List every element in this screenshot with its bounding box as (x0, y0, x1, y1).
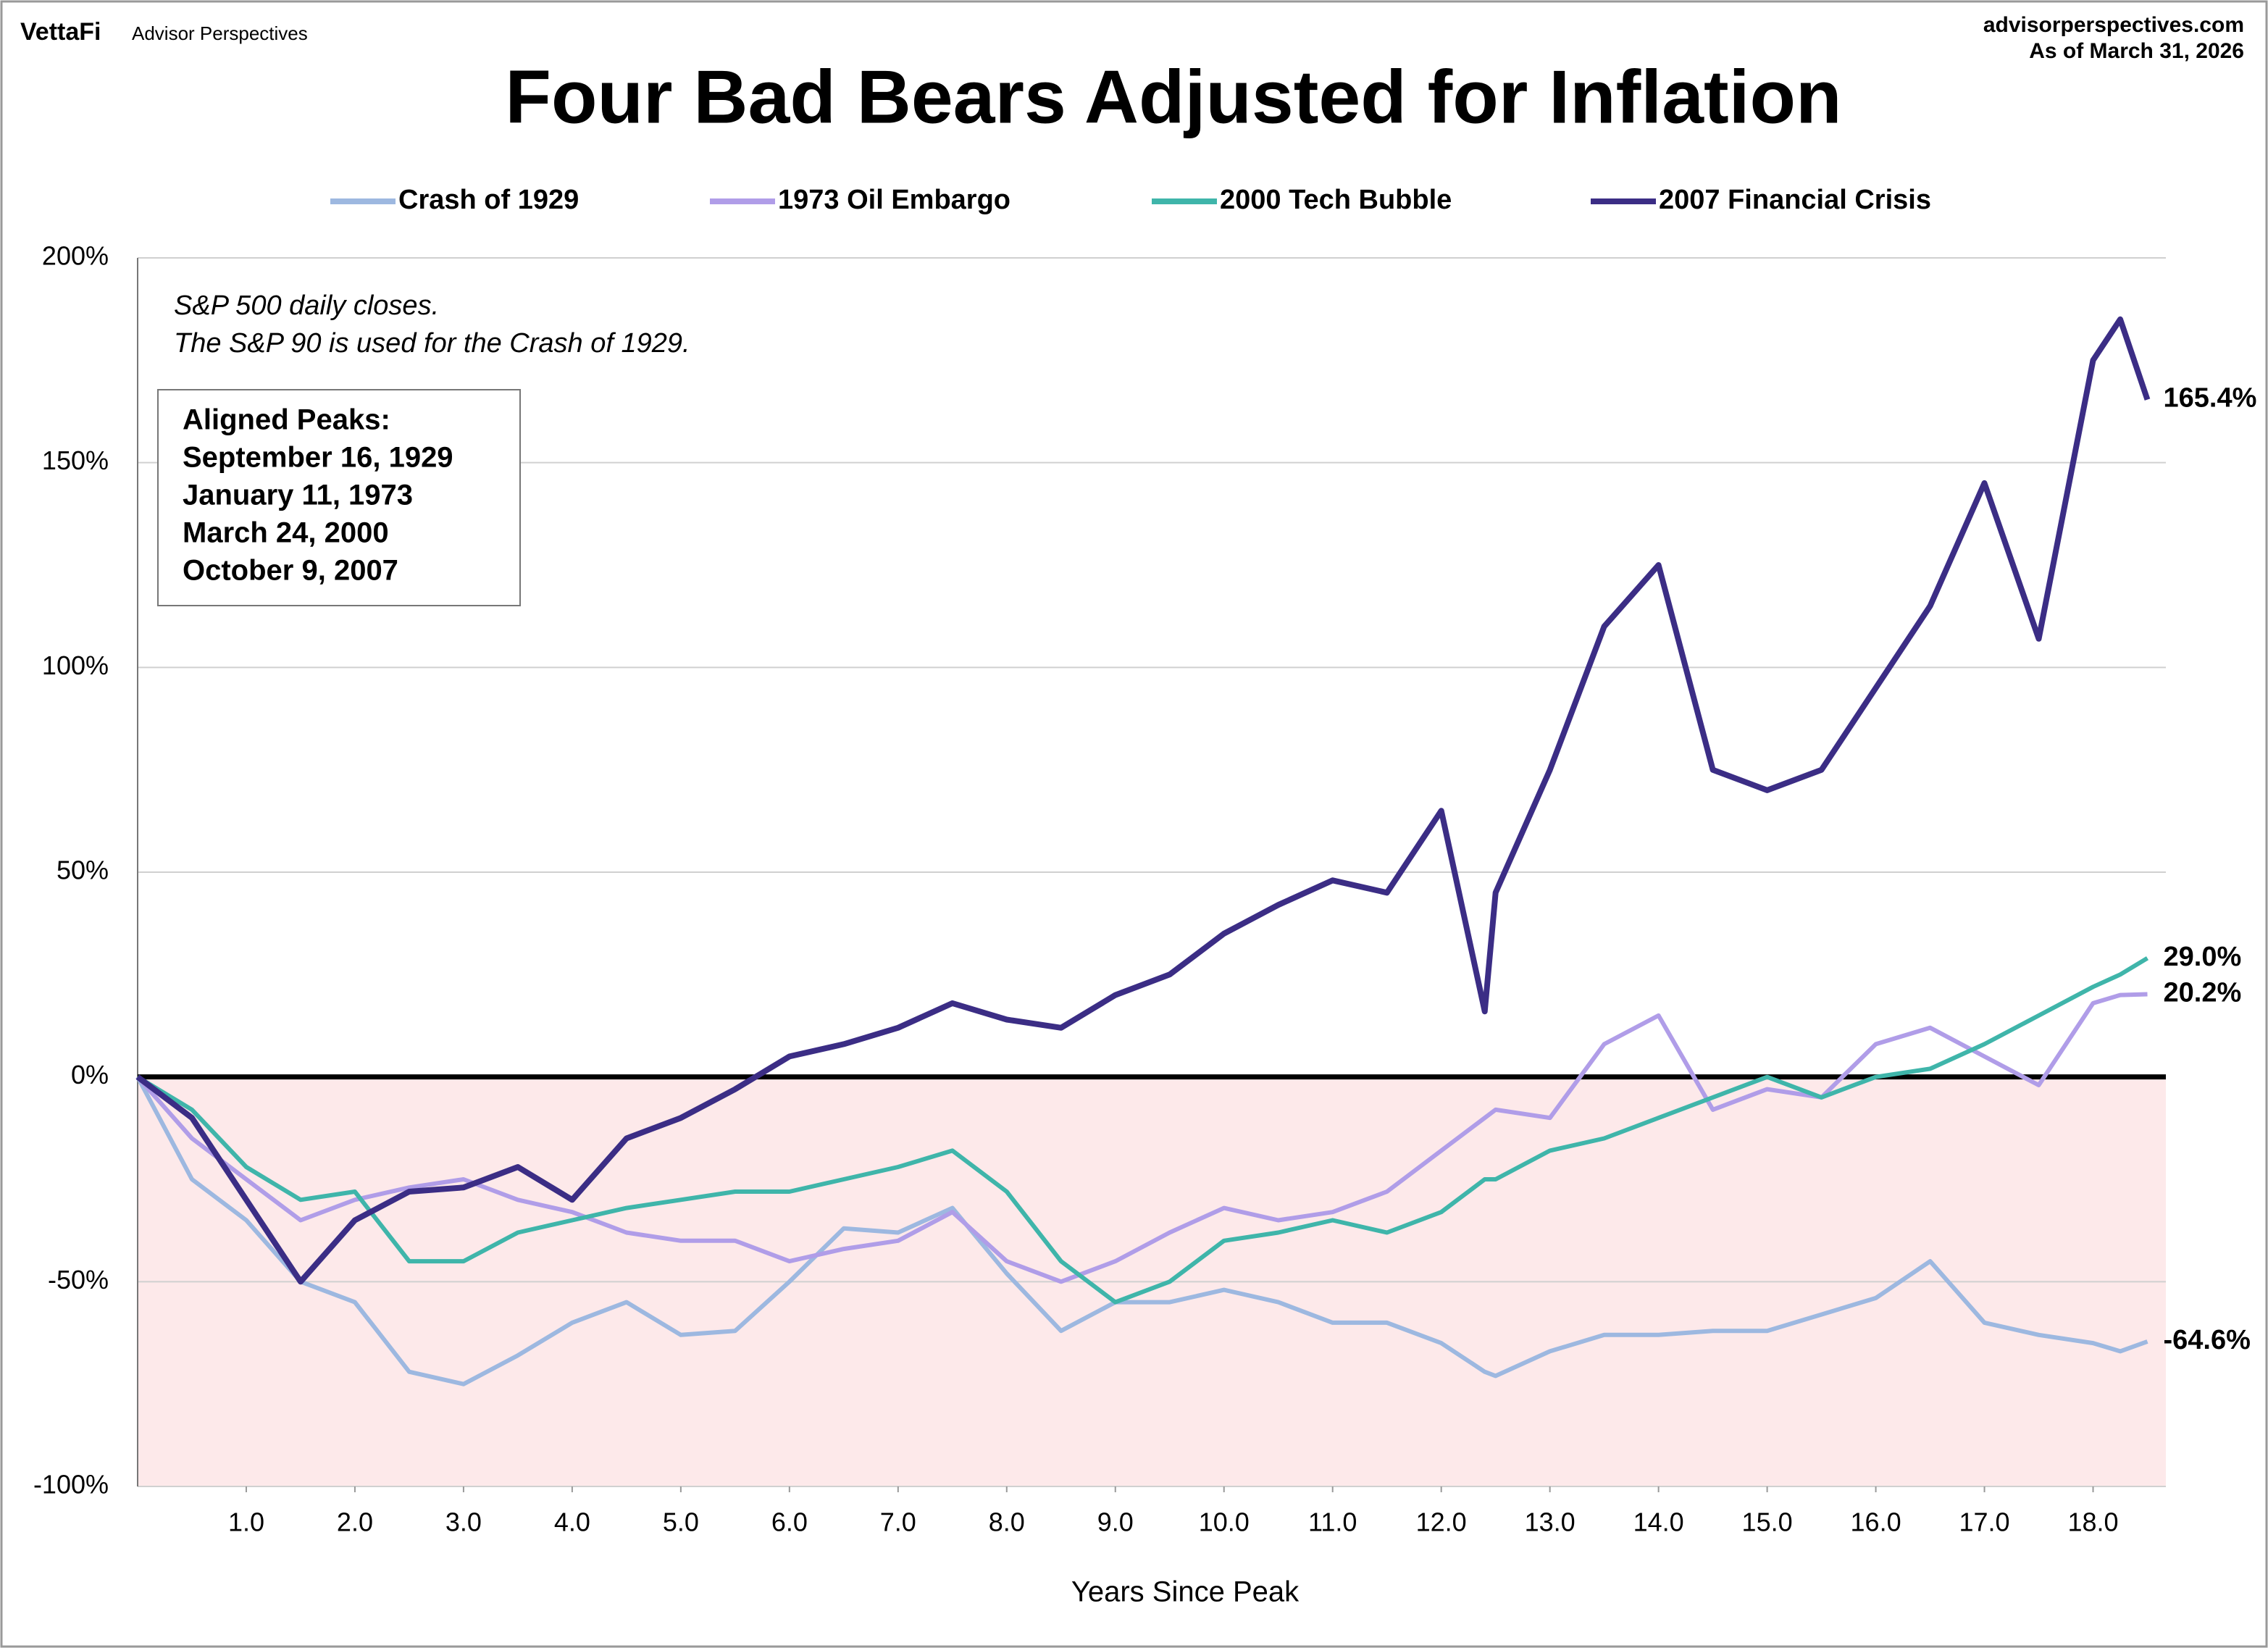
x-tick-label: 4.0 (554, 1507, 590, 1537)
x-tick-label: 15.0 (1742, 1507, 1793, 1537)
end-label: 165.4% (2164, 383, 2257, 414)
x-tick-label: 17.0 (1959, 1507, 2010, 1537)
annotation: S&P 500 daily closes. (174, 290, 439, 321)
series-line (136, 956, 2149, 1305)
x-tick-label: 3.0 (445, 1507, 482, 1537)
x-tick-label: 6.0 (771, 1507, 808, 1537)
y-tick-label: 200% (42, 241, 109, 271)
x-tick-label: 13.0 (1525, 1507, 1576, 1537)
end-label: 29.0% (2164, 942, 2242, 972)
site: advisorperspectives.com (1983, 13, 2244, 37)
x-axis-label: Years Since Peak (1071, 1576, 1300, 1608)
x-tick-label: 12.0 (1416, 1507, 1467, 1537)
peaks-title: Aligned Peaks: (183, 404, 390, 436)
series-line (135, 992, 2148, 1284)
y-tick-label: -50% (48, 1265, 109, 1294)
x-tick-label: 1.0 (228, 1507, 264, 1537)
x-tick-label: 7.0 (880, 1507, 916, 1537)
peak-label: March 24, 2000 (183, 517, 389, 549)
series-line (135, 1076, 2148, 1386)
legend-label: 1973 Oil Embargo (778, 185, 1010, 215)
chart-title: Four Bad Bears Adjusted for Inflation (505, 55, 1841, 139)
y-tick-label: 150% (42, 446, 109, 475)
x-tick-label: 2.0 (337, 1507, 373, 1537)
peak-label: January 11, 1973 (183, 480, 413, 511)
as-of: As of March 31, 2026 (2029, 39, 2244, 63)
y-tick-label: 0% (71, 1060, 109, 1089)
x-tick-label: 18.0 (2067, 1507, 2118, 1537)
x-tick-label: 16.0 (1851, 1507, 1901, 1537)
legend-label: 2007 Financial Crisis (1659, 185, 1931, 215)
end-label: -64.6% (2164, 1325, 2251, 1355)
y-tick-label: 50% (57, 856, 109, 885)
legend-label: Crash of 1929 (398, 185, 579, 215)
peaks-box (157, 389, 521, 606)
annotation: The S&P 90 is used for the Crash of 1929… (174, 328, 690, 359)
legend-label: 2000 Tech Bubble (1220, 185, 1452, 215)
peak-label: September 16, 1929 (183, 442, 453, 474)
x-tick-label: 11.0 (1308, 1507, 1357, 1537)
end-label: 20.2% (2164, 978, 2242, 1008)
y-tick-label: -100% (33, 1470, 109, 1499)
x-tick-label: 9.0 (1097, 1507, 1134, 1537)
brand: VettaFi (20, 18, 101, 46)
y-tick-label: 100% (42, 651, 109, 680)
series-line (135, 316, 2151, 1285)
x-tick-label: 5.0 (663, 1507, 699, 1537)
x-tick-label: 14.0 (1633, 1507, 1684, 1537)
peak-label: October 9, 2007 (183, 555, 398, 587)
brand-sub: Advisor Perspectives (132, 22, 308, 44)
x-tick-label: 8.0 (989, 1507, 1025, 1537)
x-tick-label: 10.0 (1199, 1507, 1250, 1537)
